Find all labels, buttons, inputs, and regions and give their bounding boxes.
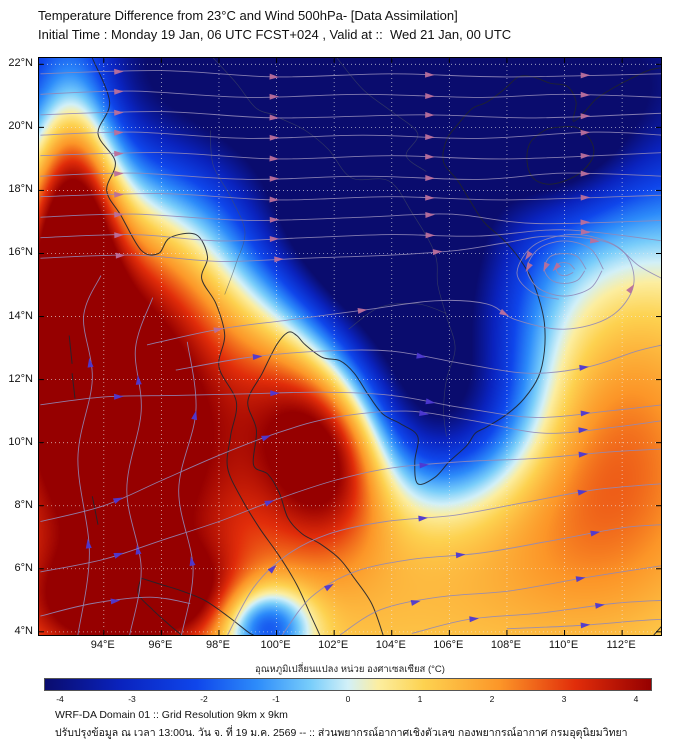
lon-tick-label: 106°E: [433, 639, 464, 651]
lat-tick-label: 12°N: [8, 372, 33, 385]
lat-tick-label: 8°N: [14, 498, 33, 511]
colorbar-tick-label: 1: [417, 694, 423, 704]
colorbar-tick-label: 4: [633, 694, 639, 704]
wind-streamline-overlay: [39, 58, 661, 635]
lon-tick-label: 112°E: [606, 639, 636, 651]
colorbar-tick-label: 3: [561, 694, 567, 704]
lat-tick-label: 22°N: [8, 57, 33, 70]
lat-tick-label: 14°N: [8, 309, 33, 322]
colorbar-label: อุณหภูมิเปลี่ยนแปลง หน่วย องศาเซลเซียส (…: [255, 664, 445, 675]
colorbar-tick-label: -4: [56, 694, 64, 704]
lon-tick-label: 104°E: [375, 639, 406, 651]
lat-tick-label: 10°N: [8, 435, 33, 448]
lon-tick-label: 94°E: [90, 639, 115, 651]
lat-tick-label: 4°N: [14, 624, 33, 637]
latitude-axis: 22°N 20°N 18°N 16°N 14°N 12°N 10°N 8°N 6°N 4°N: [0, 57, 36, 637]
lat-tick-label: 20°N: [8, 120, 33, 133]
lon-tick-label: 100°E: [260, 639, 291, 651]
lon-tick-label: 110°E: [548, 639, 579, 651]
colorbar-tick-labels: -4 -3 -2 -1 0 1 2 3 4: [56, 694, 639, 706]
map-title: Temperature Difference from 23°C and Win…: [38, 8, 458, 23]
temperature-anomaly-field: [39, 58, 661, 635]
lon-tick-label: 108°E: [490, 639, 521, 651]
lon-tick-label: 102°E: [318, 639, 349, 651]
colorbar-tick-label: -2: [200, 694, 208, 704]
colorbar-gradient: [44, 678, 652, 691]
lat-tick-label: 16°N: [8, 246, 33, 259]
colorbar-tick-label: -1: [272, 694, 280, 704]
colorbar-tick-label: -3: [128, 694, 136, 704]
footer-domain-info: WRF-DA Domain 01 :: Grid Resolution 9km …: [55, 709, 288, 721]
lat-tick-label: 18°N: [8, 183, 33, 196]
map-plot-area: [38, 57, 662, 636]
longitude-axis: 94°E 96°E 98°E 100°E 102°E 104°E 106°E 108°E 110…: [38, 639, 662, 653]
colorbar-tick-label: 0: [345, 694, 351, 704]
lat-tick-label: 6°N: [14, 561, 33, 574]
colorbar-tick-label: 2: [489, 694, 495, 704]
map-subtitle: Initial Time : Monday 19 Jan, 06 UTC FCS…: [38, 27, 512, 42]
footer-agency-info: ปรับปรุงข้อมูล ณ เวลา 13:00น. วัน จ. ที่…: [55, 727, 628, 739]
lon-tick-label: 98°E: [205, 639, 230, 651]
lon-tick-label: 96°E: [148, 639, 173, 651]
colorbar: [44, 678, 652, 691]
